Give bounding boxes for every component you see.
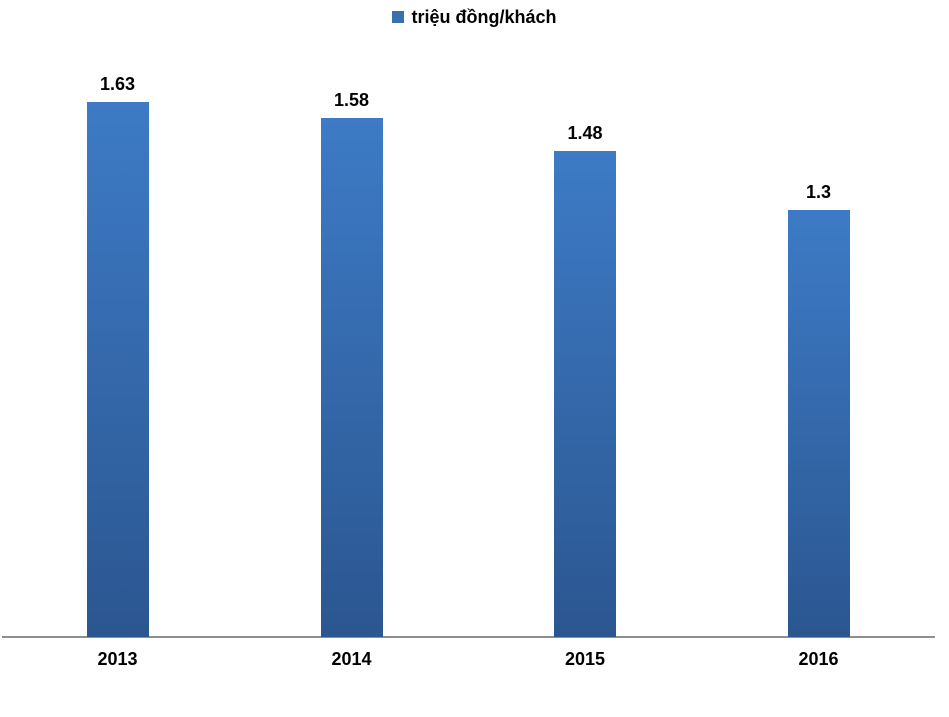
bar-2013: 1.63 (86, 74, 149, 637)
x-axis-label-2016: 2016 (798, 649, 839, 669)
bar-value-label-2014: 1.58 (333, 90, 370, 110)
x-axis-label-2014: 2014 (331, 649, 372, 669)
chart-legend: triệu đồng/khách (0, 8, 949, 26)
bar-value-label-2013: 1.63 (99, 74, 136, 94)
bar-2014: 1.58 (320, 90, 383, 637)
bar-2016: 1.3 (787, 182, 850, 637)
x-axis-line (2, 636, 935, 638)
legend-marker-icon (392, 11, 405, 23)
legend-label: triệu đồng/khách (411, 7, 557, 27)
bar-2015: 1.48 (554, 123, 616, 637)
bar-value-label-2016: 1.3 (805, 182, 832, 202)
bar-value-label-2015: 1.48 (567, 123, 603, 143)
x-axis-label-2013: 2013 (97, 649, 138, 669)
x-axis-label-2015: 2015 (564, 649, 606, 669)
